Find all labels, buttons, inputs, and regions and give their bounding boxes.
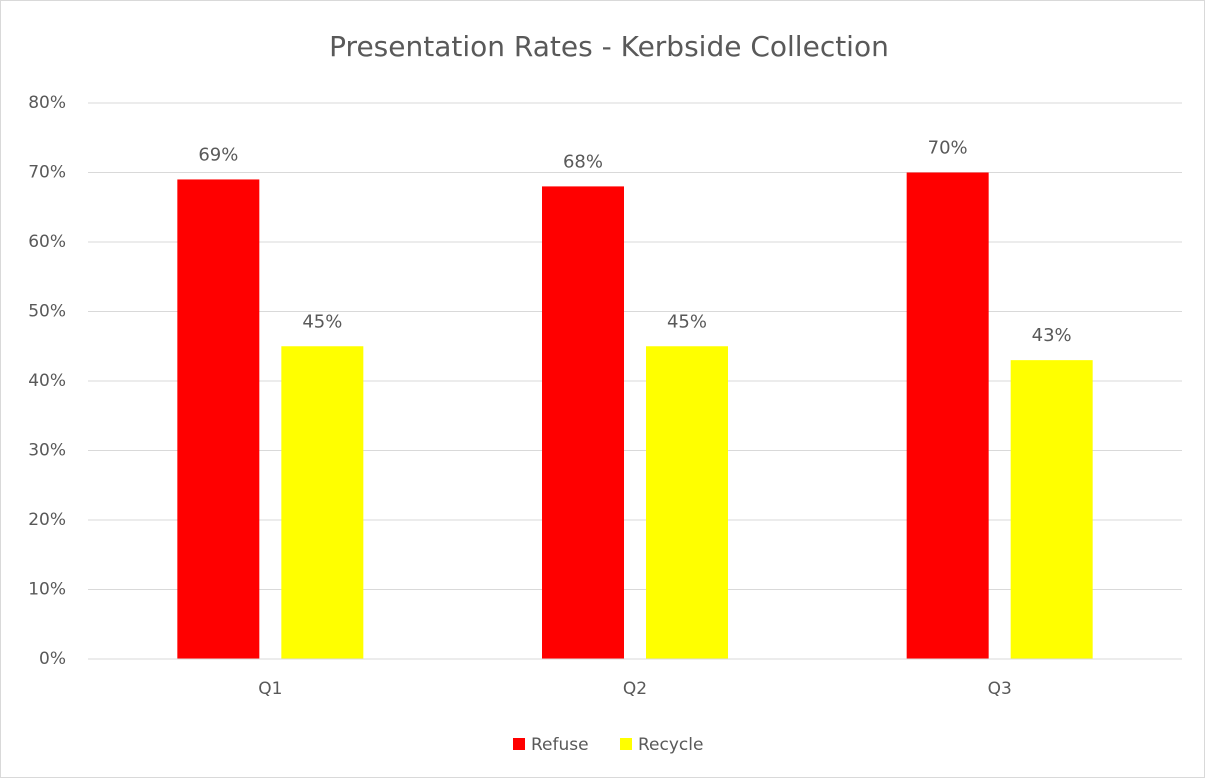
x-tick-label: Q1: [258, 679, 282, 699]
data-label: 45%: [667, 311, 707, 332]
bar: [646, 346, 728, 659]
bar: [906, 172, 989, 659]
x-tick-label: Q3: [988, 679, 1012, 699]
data-label: 69%: [198, 144, 238, 165]
y-tick-label: 20%: [28, 510, 66, 530]
bar: [281, 346, 364, 659]
bar: [177, 179, 260, 659]
legend-label: Refuse: [531, 735, 589, 755]
y-tick-label: 40%: [28, 371, 66, 391]
y-tick-label: 30%: [28, 441, 66, 461]
x-tick-label: Q2: [623, 679, 647, 699]
data-label: 68%: [563, 151, 603, 172]
legend-swatch: [513, 738, 525, 750]
y-tick-label: 70%: [28, 163, 66, 183]
y-tick-label: 50%: [28, 302, 66, 322]
bar: [1010, 360, 1093, 659]
bar: [542, 186, 624, 659]
y-tick-label: 60%: [28, 232, 66, 252]
data-label: 45%: [302, 311, 342, 332]
legend-label: Recycle: [638, 735, 703, 755]
chart-title: Presentation Rates - Kerbside Collection: [329, 30, 889, 63]
y-tick-label: 10%: [28, 580, 66, 600]
y-tick-label: 0%: [39, 649, 66, 669]
legend-swatch: [620, 738, 632, 750]
data-label: 43%: [1032, 325, 1072, 346]
data-label: 70%: [928, 138, 968, 159]
y-tick-label: 80%: [28, 93, 66, 113]
